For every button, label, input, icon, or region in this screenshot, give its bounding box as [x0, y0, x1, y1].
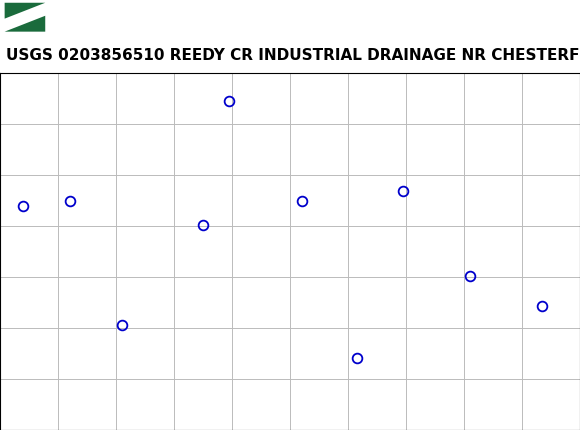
Text: USGS: USGS [55, 8, 110, 26]
Text: USGS 0203856510 REEDY CR INDUSTRIAL DRAINAGE NR CHESTERFIELD, VA: USGS 0203856510 REEDY CR INDUSTRIAL DRAI… [6, 48, 580, 63]
Polygon shape [5, 3, 45, 18]
Polygon shape [5, 16, 45, 32]
Bar [5, 3, 45, 32]
